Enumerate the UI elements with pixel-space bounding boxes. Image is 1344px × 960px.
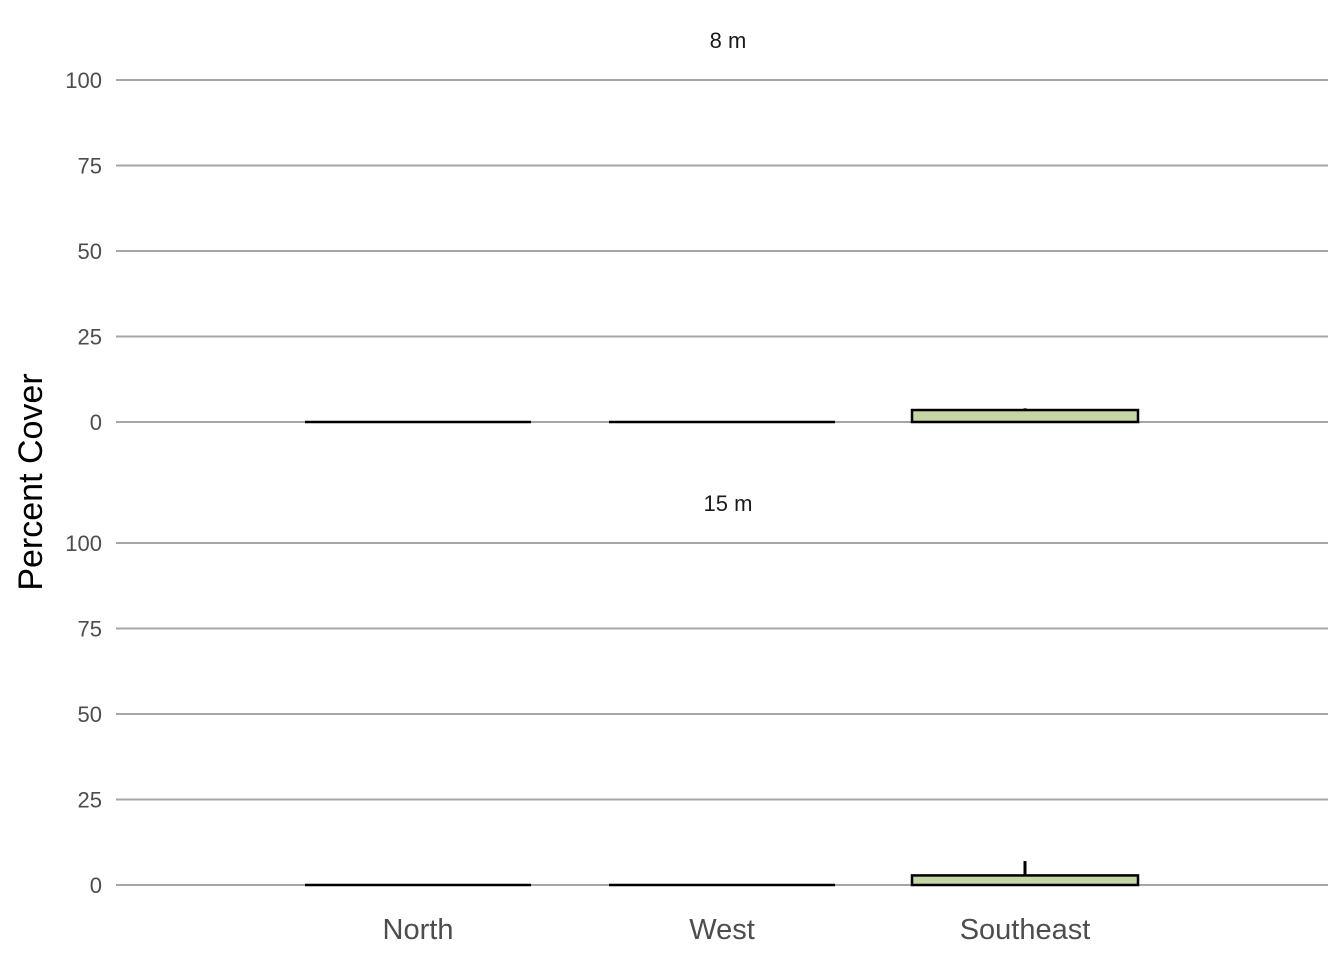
x-axis: North West Southeast <box>383 914 1091 946</box>
y-tick-label: 50 <box>78 239 102 264</box>
y-tick-label: 75 <box>78 617 102 642</box>
y-tick-label: 25 <box>78 788 102 813</box>
chart-panels: 8 m 0 25 50 75 100 15 m 0 25 50 75 100 <box>65 28 1328 898</box>
y-axis-title: Percent Cover <box>12 373 50 590</box>
y-tick-label: 50 <box>78 702 102 727</box>
y-tick-label: 75 <box>78 154 102 179</box>
panel-title: 8 m <box>710 28 747 53</box>
y-tick-label: 0 <box>90 410 102 435</box>
x-tick-label: Southeast <box>960 914 1091 946</box>
panel-1: 8 m 0 25 50 75 100 <box>65 28 1328 435</box>
x-tick-label: North <box>383 914 454 946</box>
panel-2: 15 m 0 25 50 75 100 <box>65 491 1328 898</box>
x-tick-label: West <box>689 914 755 946</box>
bar-southeast <box>910 874 1140 887</box>
y-tick-label: 100 <box>65 68 102 93</box>
y-tick-label: 25 <box>78 325 102 350</box>
y-tick-label: 0 <box>90 873 102 898</box>
bar-southeast <box>910 408 1140 424</box>
y-tick-label: 100 <box>65 531 102 556</box>
panel-title: 15 m <box>704 491 753 516</box>
